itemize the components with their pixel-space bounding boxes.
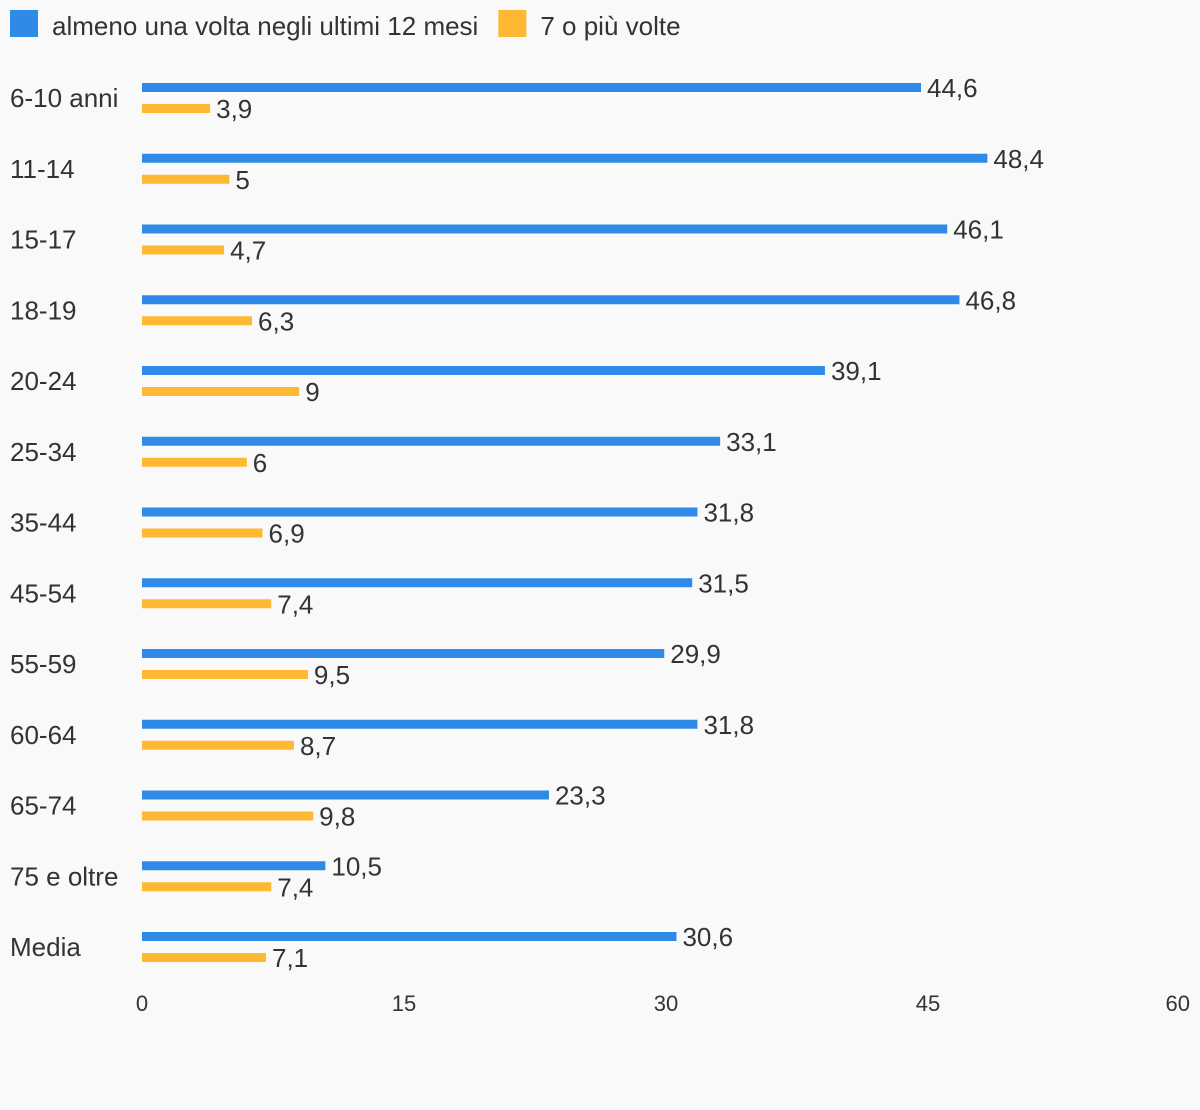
bar-series-2 bbox=[142, 387, 300, 396]
bar-series-2 bbox=[142, 245, 225, 255]
category-label: 75 e oltre bbox=[10, 861, 118, 891]
data-label-series-1: 10,5 bbox=[331, 851, 382, 881]
data-label-series-1: 46,8 bbox=[965, 285, 1016, 315]
category-label: Media bbox=[10, 932, 81, 962]
bar-series-1 bbox=[142, 719, 698, 729]
data-label-series-1: 31,8 bbox=[703, 710, 754, 740]
bar-series-1 bbox=[142, 295, 960, 305]
data-label-series-2: 8,7 bbox=[300, 731, 336, 761]
data-label-series-1: 23,3 bbox=[555, 781, 606, 811]
bar-series-1 bbox=[142, 507, 698, 517]
bar-series-2 bbox=[142, 811, 314, 821]
legend-swatch-2 bbox=[498, 10, 527, 37]
bar-series-2 bbox=[142, 528, 263, 538]
data-label-series-1: 29,9 bbox=[670, 639, 721, 669]
category-label: 18-19 bbox=[10, 295, 77, 325]
data-label-series-1: 48,4 bbox=[993, 144, 1044, 174]
data-label-series-1: 31,8 bbox=[703, 498, 754, 528]
bar-series-2 bbox=[142, 457, 247, 467]
bar-series-1 bbox=[142, 578, 693, 588]
category-label: 15-17 bbox=[10, 225, 77, 255]
bar-series-1 bbox=[142, 153, 988, 163]
data-label-series-1: 31,5 bbox=[698, 568, 749, 598]
x-axis: 0 15 30 45 60 bbox=[136, 991, 1190, 1016]
bar-series-1 bbox=[142, 366, 825, 375]
data-label-series-2: 3,9 bbox=[216, 94, 252, 124]
data-label-series-2: 7,4 bbox=[277, 872, 313, 902]
data-label-series-1: 39,1 bbox=[831, 356, 882, 386]
data-label-series-1: 46,1 bbox=[953, 215, 1004, 245]
data-label-series-1: 33,1 bbox=[726, 427, 777, 457]
legend-label-2: 7 o più volte bbox=[540, 11, 680, 41]
bar-series-2 bbox=[142, 174, 230, 184]
x-tick-label: 60 bbox=[1166, 991, 1190, 1016]
data-label-series-2: 9,5 bbox=[314, 660, 350, 690]
bar-series-2 bbox=[142, 740, 294, 750]
x-tick-label: 45 bbox=[916, 991, 940, 1016]
legend-swatch-1 bbox=[10, 10, 38, 37]
data-label-series-2: 7,1 bbox=[272, 943, 308, 973]
data-label-series-2: 6,9 bbox=[269, 519, 305, 549]
data-label-series-2: 9,8 bbox=[319, 802, 355, 832]
legend-label-1: almeno una volta negli ultimi 12 mesi bbox=[52, 11, 478, 41]
x-tick-label: 30 bbox=[654, 991, 678, 1016]
legend: almeno una volta negli ultimi 12 mesi 7 o… bbox=[10, 10, 681, 41]
category-label: 25-34 bbox=[10, 437, 77, 467]
data-label-series-1: 44,6 bbox=[927, 73, 978, 103]
bar-series-1 bbox=[142, 224, 948, 234]
bar-series-2 bbox=[142, 953, 267, 962]
bar-series-1 bbox=[142, 861, 326, 871]
category-label: 11-14 bbox=[10, 154, 75, 184]
data-label-series-2: 6 bbox=[253, 448, 267, 478]
data-label-series-2: 9 bbox=[305, 377, 319, 407]
data-label-series-2: 7,4 bbox=[277, 589, 313, 619]
category-label: 35-44 bbox=[10, 508, 77, 538]
category-label: 55-59 bbox=[10, 649, 77, 679]
bar-series-1 bbox=[142, 790, 549, 800]
data-label-series-2: 6,3 bbox=[258, 306, 294, 336]
bar-series-2 bbox=[142, 670, 308, 679]
bar-series-1 bbox=[142, 649, 665, 658]
data-label-series-2: 4,7 bbox=[230, 236, 266, 266]
bar-series-2 bbox=[142, 104, 211, 113]
category-label: 60-64 bbox=[10, 720, 77, 750]
bar-series-2 bbox=[142, 316, 253, 326]
data-label-series-2: 5 bbox=[235, 165, 249, 195]
data-label-series-1: 30,6 bbox=[682, 922, 733, 952]
category-label: 20-24 bbox=[10, 366, 77, 396]
bar-series-2 bbox=[142, 882, 272, 892]
bar-series-1 bbox=[142, 83, 922, 92]
category-label: 65-74 bbox=[10, 791, 77, 821]
x-tick-label: 0 bbox=[136, 991, 148, 1016]
x-tick-label: 15 bbox=[392, 991, 416, 1016]
bar-series-1 bbox=[142, 932, 677, 941]
bar-series-1 bbox=[142, 436, 721, 446]
plot-area: 6-10 anni 44,6 3,9 11-14 48,4 5 15-17 46,1 4,7 18… bbox=[10, 73, 1044, 973]
category-label: 45-54 bbox=[10, 578, 77, 608]
category-label: 6-10 anni bbox=[10, 83, 118, 113]
bar-series-2 bbox=[142, 599, 272, 609]
